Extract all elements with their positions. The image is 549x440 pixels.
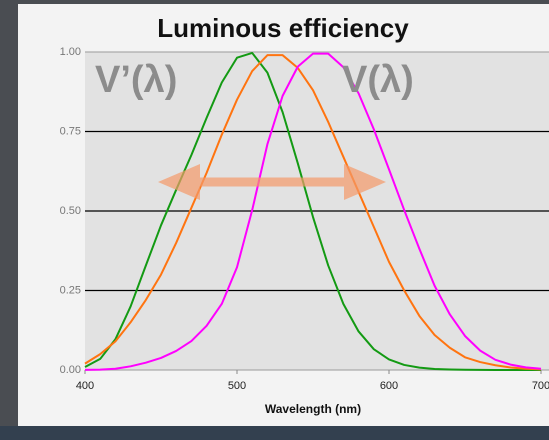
y-tick-label: 1.00 xyxy=(60,46,81,58)
y-tick-label: 0.75 xyxy=(60,125,81,137)
x-tick-label: 700 xyxy=(532,380,549,392)
x-tick-label: 600 xyxy=(380,380,398,392)
x-tick-label: 500 xyxy=(228,380,246,392)
arrow-head xyxy=(344,164,386,200)
series-line xyxy=(84,52,542,371)
chart-title: Luminous efficiency xyxy=(157,13,409,43)
series-line xyxy=(84,54,542,371)
x-tick-label: 400 xyxy=(76,380,94,392)
bottom-strip xyxy=(0,426,549,440)
y-tick-label: 0.00 xyxy=(60,364,81,376)
annotation: V’(λ) xyxy=(95,59,177,101)
x-axis-label: Wavelength (nm) xyxy=(265,402,361,416)
y-tick-label: 0.25 xyxy=(60,284,81,296)
y-tick-label: 0.50 xyxy=(60,205,81,217)
series-line xyxy=(84,51,541,371)
arrow-head xyxy=(158,164,200,200)
double-arrow xyxy=(158,164,386,200)
annotation: V(λ) xyxy=(342,59,414,101)
